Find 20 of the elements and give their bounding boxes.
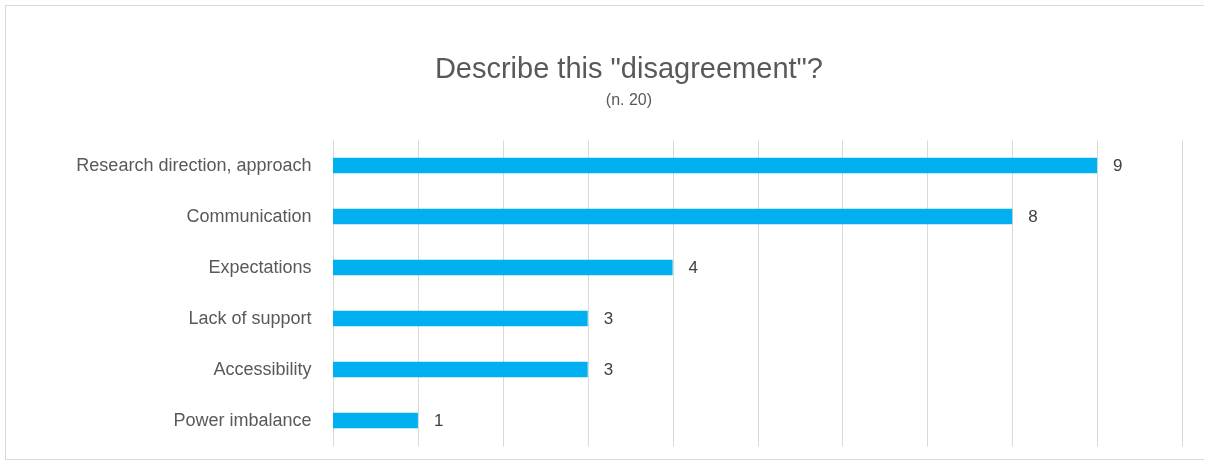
y-tick-label: Expectations <box>208 256 312 277</box>
bar <box>333 412 418 429</box>
bar <box>333 208 1013 225</box>
data-label: 8 <box>1028 206 1038 226</box>
data-label: 9 <box>1113 155 1123 175</box>
bar <box>333 259 673 276</box>
bar <box>333 310 588 327</box>
y-tick-label: Communication <box>186 205 312 226</box>
data-label: 4 <box>688 257 699 277</box>
chart-subtitle: (n. 20) <box>605 91 653 108</box>
data-label: 3 <box>603 308 614 328</box>
data-label: 1 <box>433 410 444 430</box>
chart-title: Describe this "disagreement"? <box>434 52 823 84</box>
bar <box>333 157 1098 174</box>
data-label: 3 <box>603 359 614 379</box>
y-tick-label: Accessibility <box>213 358 312 379</box>
y-tick-label: Research direction, approach <box>76 154 312 175</box>
y-tick-label: Power imbalance <box>173 409 312 430</box>
y-tick-label: Lack of support <box>188 307 312 328</box>
bar <box>333 361 588 378</box>
